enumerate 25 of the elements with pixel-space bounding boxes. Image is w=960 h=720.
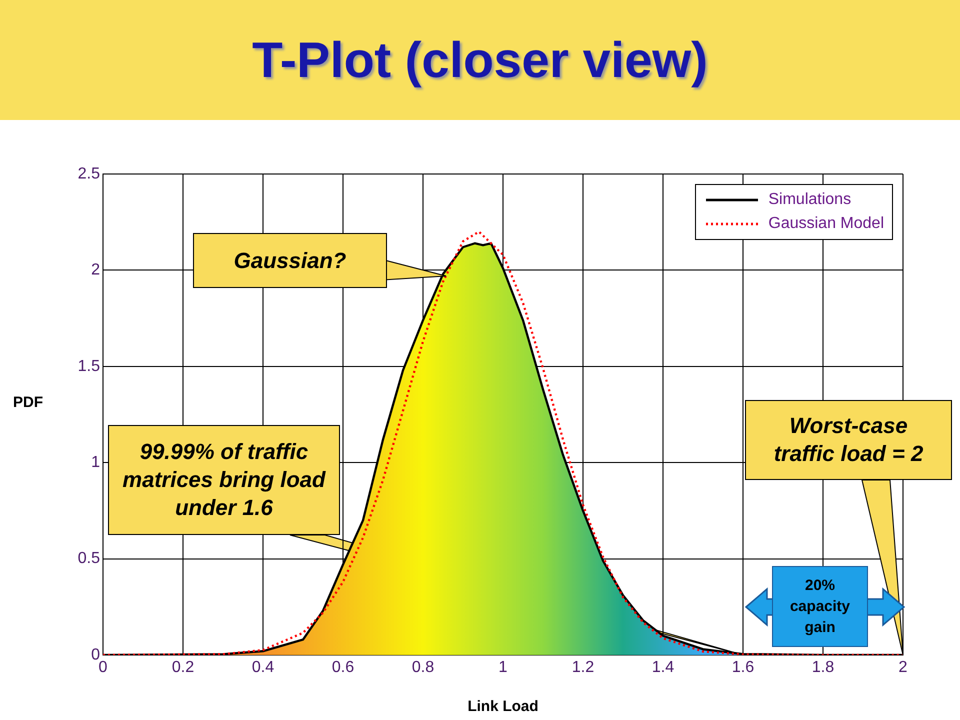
legend-label: Gaussian Model <box>768 215 884 233</box>
y-tick-label: 1 <box>91 454 100 472</box>
y-tick-label: 1.5 <box>78 358 100 375</box>
annotation: Worst-case traffic load = 2 <box>745 400 952 480</box>
x-tick-label: 0.2 <box>172 659 194 676</box>
x-tick-label: 1.2 <box>572 659 594 676</box>
y-tick-label: 0.5 <box>78 550 100 568</box>
x-axis-title: Link Load <box>468 698 538 716</box>
annotation: 20% capacity gain <box>772 566 868 647</box>
x-tick-label: 2 <box>898 659 908 676</box>
y-tick-label: 2.5 <box>78 165 100 182</box>
annotation: Gaussian? <box>193 233 387 288</box>
x-tick-label: 0.8 <box>412 659 434 676</box>
y-tick-label: 0 <box>91 646 100 664</box>
legend-label: Simulations <box>768 191 852 209</box>
annotation: 99.99% of traffic matrices bring load under 1.6 <box>108 425 340 535</box>
chart-title: T-Plot (closer view) <box>252 31 708 89</box>
y-axis-title: PDF <box>13 394 43 412</box>
x-tick-label: 0.6 <box>332 659 354 676</box>
x-tick-label: 1.4 <box>652 659 674 676</box>
y-tick-label: 2 <box>91 262 100 279</box>
x-tick-label: 1.6 <box>732 659 754 676</box>
x-tick-label: 1 <box>498 659 508 676</box>
x-tick-label: 1.8 <box>812 659 834 676</box>
x-tick-label: 0.4 <box>252 659 274 676</box>
